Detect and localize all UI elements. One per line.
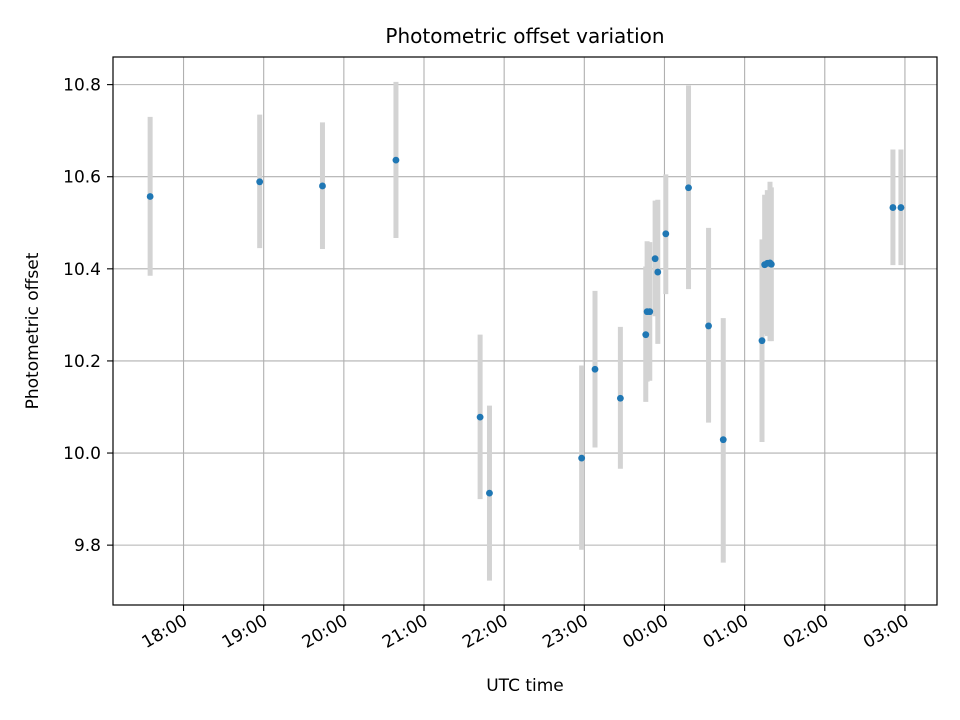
data-point: [758, 337, 766, 345]
x-axis-label: UTC time: [486, 676, 564, 696]
data-points: [146, 156, 905, 497]
data-point: [889, 204, 897, 211]
data-point: [578, 454, 586, 462]
grid: [113, 57, 937, 605]
data-point: [392, 156, 400, 164]
data-point: [662, 230, 670, 238]
y-tick-label: 10.0: [63, 444, 101, 464]
y-tick-label: 10.4: [63, 260, 101, 280]
y-tick-label: 10.6: [63, 168, 101, 188]
data-point: [642, 331, 650, 339]
data-point: [616, 394, 624, 402]
data-point: [591, 365, 599, 373]
data-point: [319, 182, 326, 190]
data-point: [651, 255, 659, 263]
data-point: [486, 489, 493, 497]
y-tick-label: 9.8: [74, 536, 101, 556]
data-point: [654, 268, 662, 276]
data-point: [146, 193, 154, 200]
y-axis-ticks: 9.8 10.0 10.2 10.4 10.6 10.8: [63, 76, 113, 556]
y-tick-label: 10.2: [63, 352, 101, 372]
data-point: [476, 413, 484, 421]
data-point: [705, 322, 712, 330]
plot-frame: [112, 56, 938, 606]
data-point: [767, 260, 775, 268]
data-point: [685, 184, 692, 192]
data-point: [646, 308, 654, 316]
y-axis-label: Photometric offset: [23, 252, 43, 409]
data-point: [256, 178, 264, 186]
data-point: [897, 204, 905, 211]
chart-title: Photometric offset variation: [385, 24, 664, 48]
data-point: [719, 436, 727, 444]
y-tick-label: 10.8: [63, 76, 101, 96]
